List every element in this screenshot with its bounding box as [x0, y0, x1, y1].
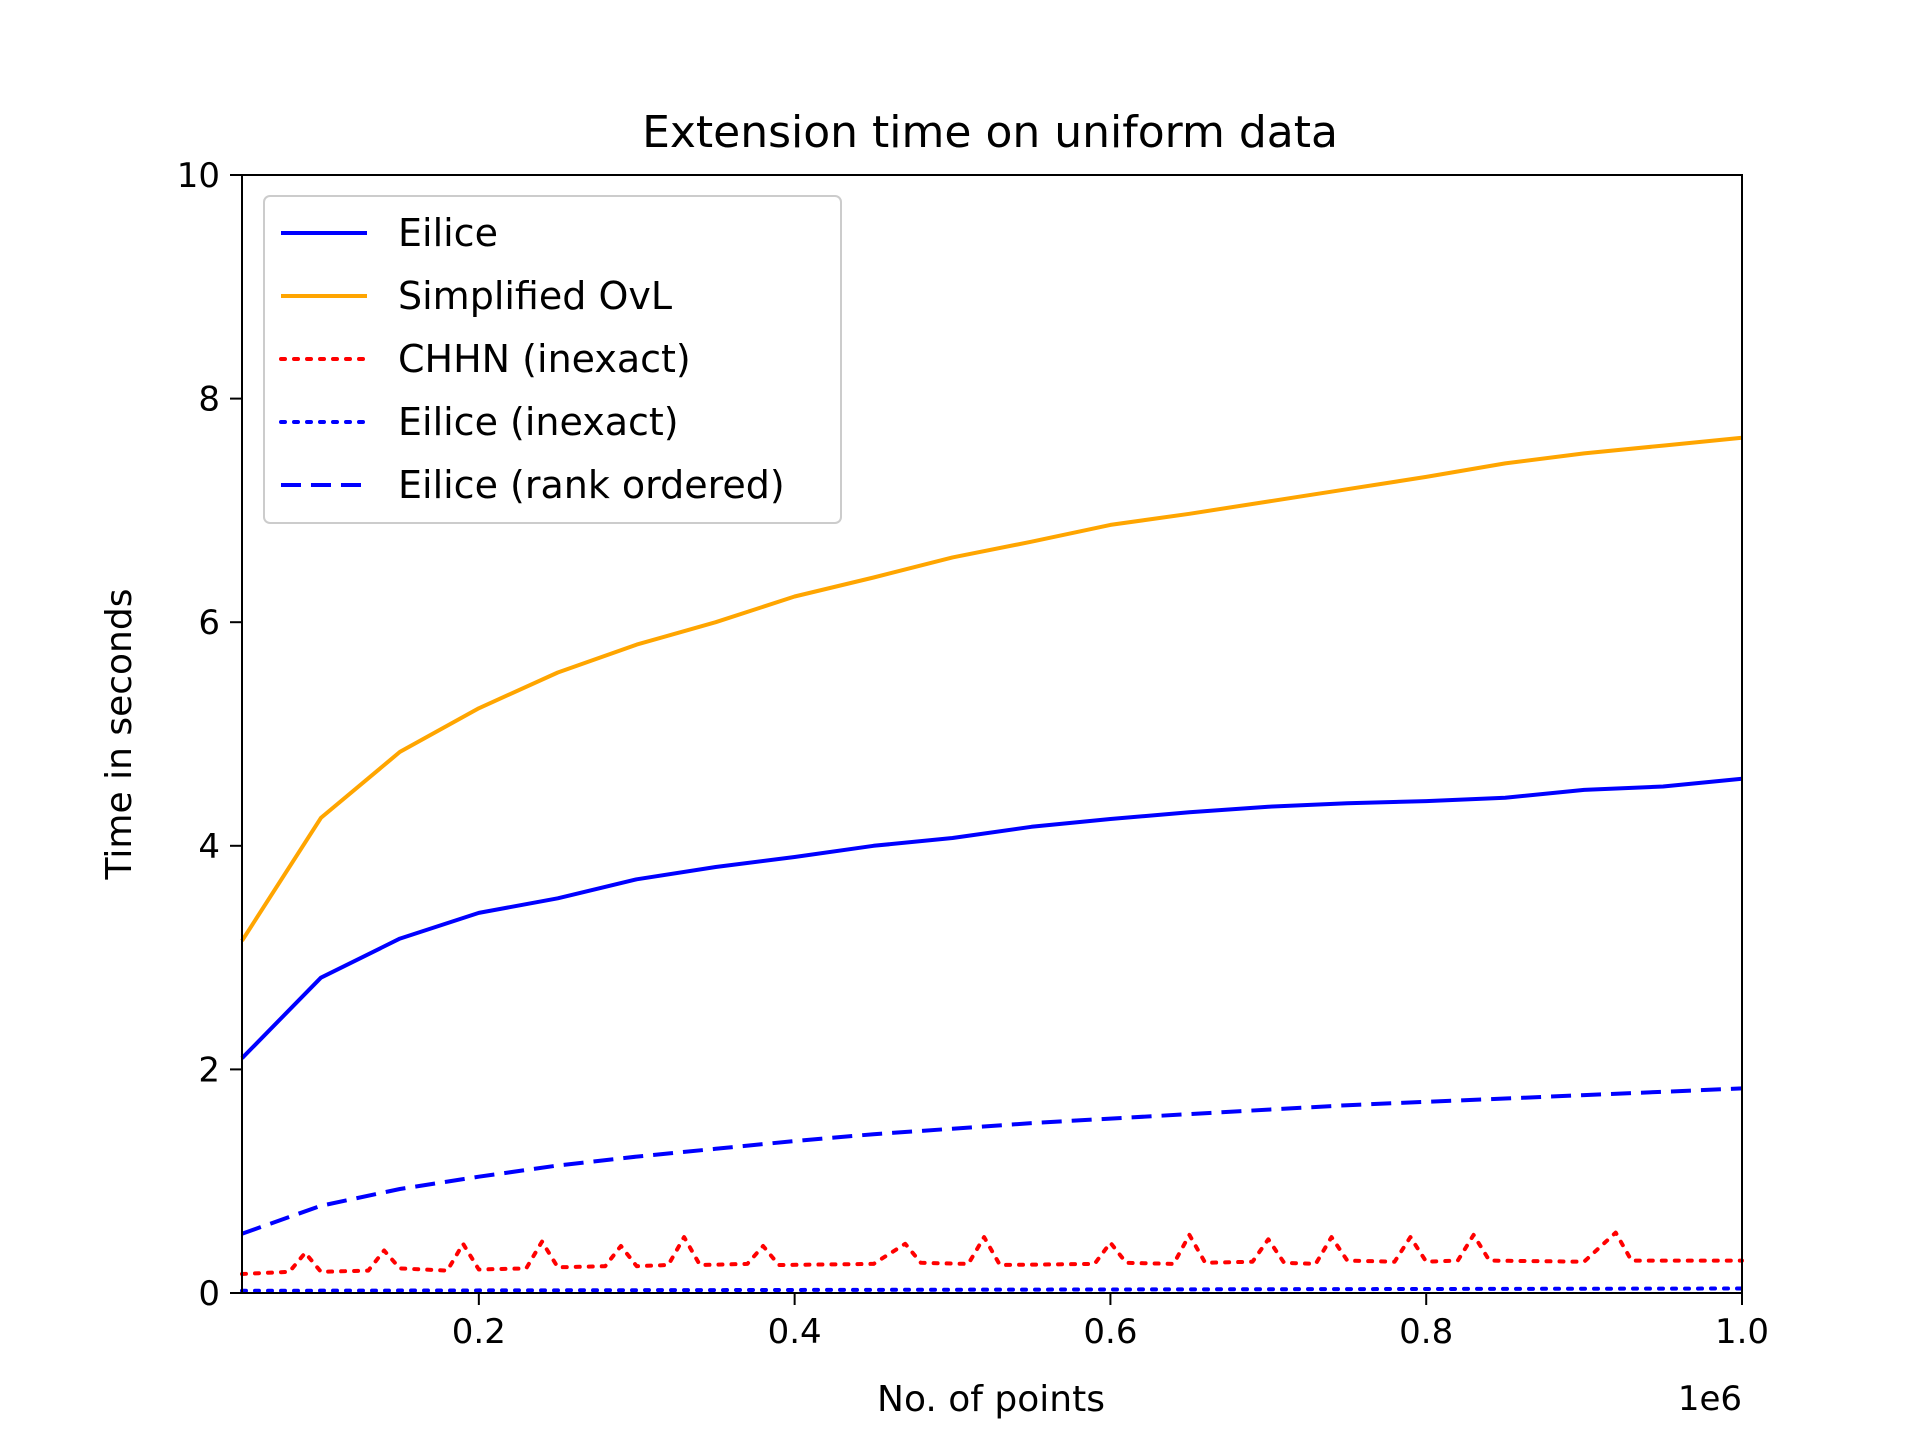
x-offset-label: 1e6 [1678, 1379, 1742, 1419]
legend-entry-4: Eilice (inexact) [398, 400, 679, 444]
legend-entry-1: Eilice [398, 211, 498, 255]
y-tick-label: 0 [198, 1274, 220, 1314]
series-line-5 [241, 1086, 1743, 1236]
legend-entry-2: Simplified OvL [398, 274, 672, 318]
x-tick-label: 1.0 [1715, 1312, 1769, 1352]
y-axis-label: Time in seconds [99, 589, 140, 881]
plot-area [240, 435, 1744, 1293]
y-tick-label: 6 [198, 603, 220, 643]
axes-frame [241, 174, 1743, 1294]
legend: Eilice Simplified OvL CHHN (inexact) Eilice… [263, 195, 842, 524]
y-tick-label: 4 [198, 827, 220, 867]
series-line-4 [240, 1286, 1744, 1293]
x-tick-label: 0.4 [768, 1312, 822, 1352]
x-axis-label: No. of points [877, 1379, 1105, 1420]
x-tick-label: 0.2 [452, 1312, 506, 1352]
series-line-3 [240, 1230, 1744, 1276]
legend-entry-3: CHHN (inexact) [398, 337, 691, 381]
y-tick-label: 10 [177, 156, 220, 196]
y-tick-label: 2 [198, 1050, 220, 1090]
x-tick-label: 0.8 [1399, 1312, 1453, 1352]
legend-box [263, 195, 842, 524]
series-line-1 [240, 776, 1743, 1060]
y-tick-label: 8 [198, 380, 220, 420]
legend-entry-5: Eilice (rank ordered) [398, 463, 785, 507]
series-line-2 [240, 435, 1743, 942]
ticks: 0.2 0.4 0.6 0.8 1.0 0 2 4 6 8 10 [177, 156, 1769, 1352]
x-tick-label: 0.6 [1083, 1312, 1137, 1352]
chart-title: Extension time on uniform data [642, 107, 1338, 158]
